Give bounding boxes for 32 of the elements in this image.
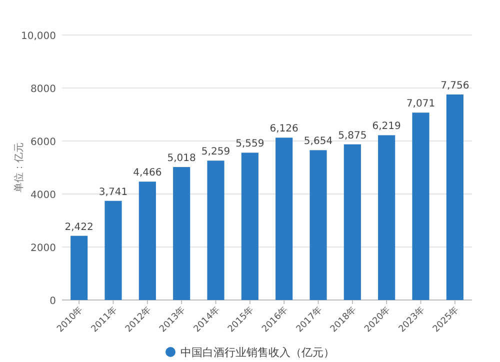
bar: [378, 135, 396, 300]
y-axis-title: 单位：亿元: [13, 142, 25, 192]
bar: [276, 138, 293, 300]
bar: [207, 160, 224, 300]
data-label: 5,018: [167, 153, 196, 164]
data-label: 3,741: [98, 186, 128, 198]
data-label: 6,126: [270, 124, 298, 135]
data-label: 2,422: [64, 222, 94, 233]
bar: [310, 150, 327, 300]
data-label: 6,219: [372, 121, 401, 132]
y-tick-label: 10,000: [21, 31, 56, 42]
bar: [173, 167, 190, 300]
data-label: 4,466: [133, 168, 162, 179]
bar: [446, 94, 464, 300]
bar: [70, 236, 88, 300]
bar: [104, 200, 122, 300]
data-label: 5,259: [201, 146, 230, 158]
legend-label: 中国白酒行业销售收入（亿元）: [180, 346, 334, 359]
y-tick-label: 2000: [30, 243, 56, 254]
bar: [241, 152, 258, 300]
data-label: 7,756: [440, 80, 470, 92]
y-tick-label: 6000: [30, 137, 56, 148]
data-label: 7,071: [406, 98, 436, 110]
y-tick-label: 8000: [30, 84, 56, 95]
bar: [344, 144, 361, 300]
y-tick-label: 0: [50, 296, 56, 307]
data-label: 5,875: [338, 130, 367, 142]
data-label: 5,654: [304, 136, 333, 148]
bar: [138, 182, 156, 300]
data-label: 5,559: [236, 138, 264, 150]
bar: [412, 112, 430, 300]
y-tick-label: 4000: [30, 190, 56, 201]
